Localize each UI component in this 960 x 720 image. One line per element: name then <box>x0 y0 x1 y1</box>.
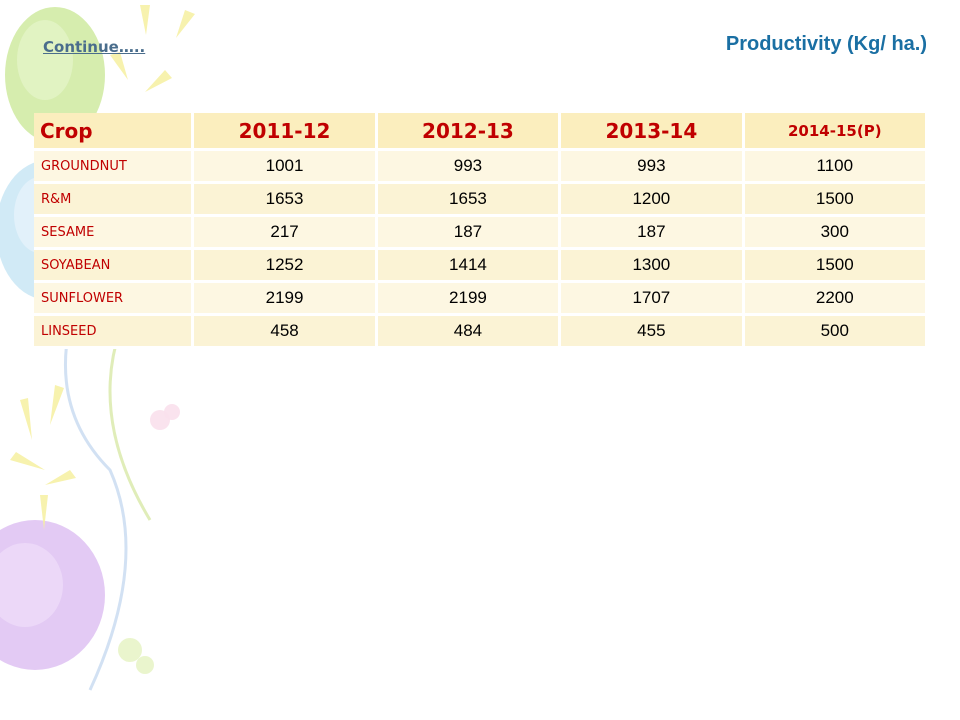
table-row: SUNFLOWER 2199 2199 1707 2200 <box>34 283 928 316</box>
table-cell: 187 <box>561 217 745 250</box>
table-cell: 455 <box>561 316 745 349</box>
crop-name: LINSEED <box>34 316 195 349</box>
table-row: SESAME 217 187 187 300 <box>34 217 928 250</box>
table-cell: 2199 <box>194 283 378 316</box>
crop-name: SOYABEAN <box>34 250 195 283</box>
table-cell: 993 <box>561 151 745 184</box>
crop-name: SESAME <box>34 217 195 250</box>
continue-label: Continue….. <box>43 38 146 56</box>
table-cell: 1001 <box>194 151 378 184</box>
table-cell: 300 <box>744 217 928 250</box>
table-cell: 1653 <box>194 184 378 217</box>
table-header-row: Crop 2011-12 2012-13 2013-14 2014-15(P) <box>34 113 928 151</box>
column-header-2011-12: 2011-12 <box>194 113 378 151</box>
table-row: R&M 1653 1653 1200 1500 <box>34 184 928 217</box>
table-cell: 1414 <box>377 250 562 283</box>
table-cell: 500 <box>744 316 928 349</box>
column-header-2014-15: 2014-15(P) <box>744 113 928 151</box>
crop-name: SUNFLOWER <box>34 283 195 316</box>
productivity-table: Crop 2011-12 2012-13 2013-14 2014-15(P) … <box>34 113 928 349</box>
table-cell: 1100 <box>744 151 928 184</box>
table-cell: 1500 <box>744 250 928 283</box>
column-header-2013-14: 2013-14 <box>561 113 745 151</box>
column-header-2012-13: 2012-13 <box>377 113 562 151</box>
table-cell: 2199 <box>377 283 562 316</box>
table-cell: 1200 <box>561 184 745 217</box>
table-cell: 1252 <box>194 250 378 283</box>
table-cell: 1500 <box>744 184 928 217</box>
table-cell: 1707 <box>561 283 745 316</box>
table-row: GROUNDNUT 1001 993 993 1100 <box>34 151 928 184</box>
table-cell: 1300 <box>561 250 745 283</box>
table-row: SOYABEAN 1252 1414 1300 1500 <box>34 250 928 283</box>
sun-rays <box>10 5 195 530</box>
table-cell: 993 <box>377 151 562 184</box>
table-cell: 187 <box>377 217 562 250</box>
productivity-table-container: Crop 2011-12 2012-13 2013-14 2014-15(P) … <box>34 113 928 349</box>
page-title: Productivity (Kg/ ha.) <box>725 33 927 55</box>
table-cell: 217 <box>194 217 378 250</box>
column-header-crop: Crop <box>34 113 195 151</box>
table-cell: 484 <box>377 316 562 349</box>
crop-name: R&M <box>34 184 195 217</box>
table-cell: 458 <box>194 316 378 349</box>
table-row: LINSEED 458 484 455 500 <box>34 316 928 349</box>
table-cell: 1653 <box>377 184 562 217</box>
table-cell: 2200 <box>744 283 928 316</box>
crop-name: GROUNDNUT <box>34 151 195 184</box>
